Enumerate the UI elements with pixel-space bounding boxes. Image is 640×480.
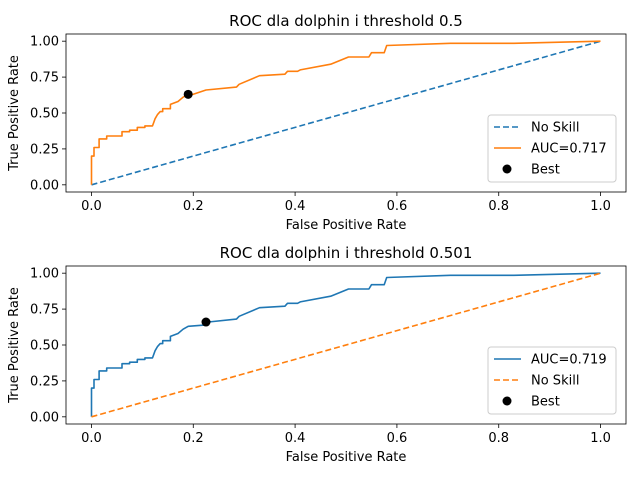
y-tick-label: 0.75 (30, 303, 59, 318)
x-tick-label: 0.2 (183, 431, 204, 446)
chart-1: ROC dla dolphin i threshold 0.5 0.0 0.2 0.4… (7, 12, 627, 233)
x-tick-label: 0.4 (285, 199, 306, 214)
y-tick-label: 0.50 (30, 339, 59, 354)
y-axis-label: True Positive Rate (7, 55, 22, 172)
x-tick-label: 0.6 (387, 431, 408, 446)
x-tick-label: 0.2 (183, 199, 204, 214)
best-point-marker (201, 317, 211, 327)
roc-curve-line (90, 272, 601, 417)
roc-curve-line (90, 40, 601, 185)
x-tick-label: 1.0 (590, 199, 611, 214)
y-tick-label: 0.75 (30, 71, 59, 86)
x-tick-label: 0.8 (488, 431, 509, 446)
no-skill-line (91, 40, 601, 186)
legend-label: No Skill (531, 374, 579, 389)
legend-label: No Skill (531, 121, 579, 136)
x-tick-label: 0.8 (488, 199, 509, 214)
plot-area (90, 40, 601, 186)
y-tick-label: 1.00 (30, 35, 59, 50)
x-tick-label: 0.4 (285, 431, 306, 446)
x-tick-label: 0.6 (387, 199, 408, 214)
y-tick-label: 1.00 (30, 267, 59, 282)
legend-marker-point (502, 164, 512, 174)
x-tick-label: 1.0 (590, 431, 611, 446)
plot-area (90, 272, 601, 418)
legend-marker-point (502, 396, 512, 406)
y-tick-label: 0.00 (30, 178, 59, 193)
best-point-marker (183, 89, 193, 99)
legend-label: AUC=0.717 (531, 142, 607, 157)
x-axis-label: False Positive Rate (286, 450, 407, 465)
legend-box (487, 346, 617, 415)
legend: AUC=0.719 No Skill Best (487, 346, 617, 415)
legend: No Skill AUC=0.717 Best (487, 114, 617, 183)
legend-label: AUC=0.719 (531, 353, 607, 368)
chart-title: ROC dla dolphin i threshold 0.501 (220, 244, 473, 262)
x-tick-label: 0.0 (81, 199, 102, 214)
y-tick-label: 0.00 (30, 410, 59, 425)
x-tick-label: 0.0 (81, 431, 102, 446)
y-tick-label: 0.25 (30, 142, 59, 157)
chart-2: ROC dla dolphin i threshold 0.501 0.0 0.2 0… (7, 244, 627, 465)
no-skill-line (91, 272, 601, 418)
chart-title: ROC dla dolphin i threshold 0.5 (229, 12, 463, 30)
x-axis-label: False Positive Rate (286, 218, 407, 233)
y-tick-label: 0.25 (30, 374, 59, 389)
legend-label: Best (531, 163, 560, 178)
y-axis-label: True Positive Rate (7, 287, 22, 404)
y-tick-label: 0.50 (30, 107, 59, 122)
legend-box (487, 114, 617, 183)
legend-label: Best (531, 395, 560, 410)
